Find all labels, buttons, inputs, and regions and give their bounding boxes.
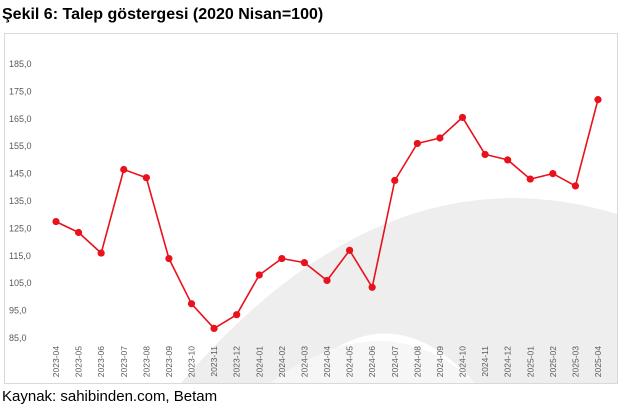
data-point bbox=[255, 271, 263, 279]
x-tick-label: 2024-11 bbox=[480, 346, 490, 377]
x-tick-label: 2025-01 bbox=[525, 346, 535, 377]
y-axis-ticks: 85,0 95,0 105,0 115,0 125,0 135,0 145,0 155,0 16… bbox=[9, 59, 32, 343]
x-tick-label: 2025-04 bbox=[593, 346, 603, 377]
data-point bbox=[142, 174, 150, 182]
chart-frame: 85,0 95,0 105,0 115,0 125,0 135,0 145,0 155,0 16… bbox=[4, 33, 618, 384]
data-point bbox=[323, 276, 331, 285]
watermark-logo bbox=[181, 198, 617, 383]
data-point bbox=[504, 156, 512, 164]
x-tick-label: 2023-07 bbox=[119, 346, 129, 377]
y-tick-label: 95,0 bbox=[9, 306, 27, 316]
x-tick-label: 2023-06 bbox=[96, 346, 106, 377]
x-axis-ticks: 2023-04 2023-05 2023-06 2023-07 2023-08 2023-… bbox=[51, 346, 603, 377]
data-point bbox=[368, 283, 376, 291]
data-points bbox=[52, 96, 602, 333]
data-point bbox=[74, 228, 83, 237]
data-point bbox=[278, 254, 286, 263]
data-point bbox=[594, 96, 602, 104]
data-point bbox=[300, 259, 309, 267]
data-point bbox=[52, 217, 60, 226]
figure-title: Şekil 6: Talep göstergesi (2020 Nisan=10… bbox=[2, 6, 324, 23]
x-tick-label: 2023-10 bbox=[187, 346, 197, 377]
x-tick-label: 2023-04 bbox=[51, 346, 61, 377]
x-tick-label: 2023-09 bbox=[164, 346, 174, 377]
data-point bbox=[436, 134, 444, 142]
x-tick-label: 2023-08 bbox=[141, 346, 151, 377]
y-tick-label: 115,0 bbox=[9, 251, 31, 261]
data-point bbox=[187, 300, 196, 308]
x-tick-label: 2024-05 bbox=[345, 346, 355, 377]
data-point bbox=[458, 113, 467, 122]
data-point bbox=[571, 182, 580, 190]
x-tick-label: 2024-07 bbox=[390, 346, 400, 377]
watermark-arc-outer bbox=[181, 198, 617, 383]
x-tick-label: 2023-05 bbox=[74, 346, 84, 377]
watermark-arc-inner bbox=[270, 341, 475, 383]
y-tick-label: 105,0 bbox=[9, 278, 32, 288]
x-tick-label: 2023-11 bbox=[209, 346, 219, 377]
x-tick-label: 2024-01 bbox=[254, 346, 264, 377]
data-point bbox=[345, 246, 354, 254]
y-tick-label: 165,0 bbox=[9, 114, 32, 124]
y-tick-label: 185,0 bbox=[9, 59, 32, 69]
y-tick-label: 125,0 bbox=[9, 223, 32, 233]
y-tick-label: 85,0 bbox=[9, 333, 27, 343]
data-point bbox=[549, 170, 557, 178]
data-point bbox=[210, 324, 218, 333]
data-point bbox=[165, 254, 173, 263]
x-tick-label: 2024-08 bbox=[412, 346, 422, 377]
data-point bbox=[481, 150, 489, 159]
data-point bbox=[413, 139, 421, 148]
x-tick-label: 2024-04 bbox=[322, 346, 332, 377]
x-tick-label: 2024-10 bbox=[458, 346, 468, 377]
data-point bbox=[97, 249, 105, 257]
x-tick-label: 2023-12 bbox=[232, 346, 242, 377]
y-tick-label: 135,0 bbox=[9, 196, 32, 206]
data-point bbox=[391, 176, 399, 185]
y-tick-label: 175,0 bbox=[9, 86, 32, 96]
x-tick-label: 2024-03 bbox=[299, 346, 309, 377]
x-tick-label: 2024-02 bbox=[277, 346, 287, 377]
x-tick-label: 2025-02 bbox=[548, 346, 558, 377]
y-tick-label: 155,0 bbox=[9, 141, 32, 151]
source-note: Kaynak: sahibinden.com, Betam bbox=[2, 388, 218, 405]
data-point bbox=[233, 311, 241, 319]
x-tick-label: 2024-06 bbox=[367, 346, 377, 377]
data-point bbox=[526, 175, 534, 183]
y-tick-label: 145,0 bbox=[9, 169, 32, 179]
x-tick-label: 2024-12 bbox=[503, 346, 513, 377]
x-tick-label: 2024-09 bbox=[435, 346, 445, 377]
x-tick-label: 2025-03 bbox=[570, 346, 580, 377]
data-point bbox=[120, 165, 128, 174]
line-chart: 85,0 95,0 105,0 115,0 125,0 135,0 145,0 155,0 16… bbox=[9, 59, 617, 383]
